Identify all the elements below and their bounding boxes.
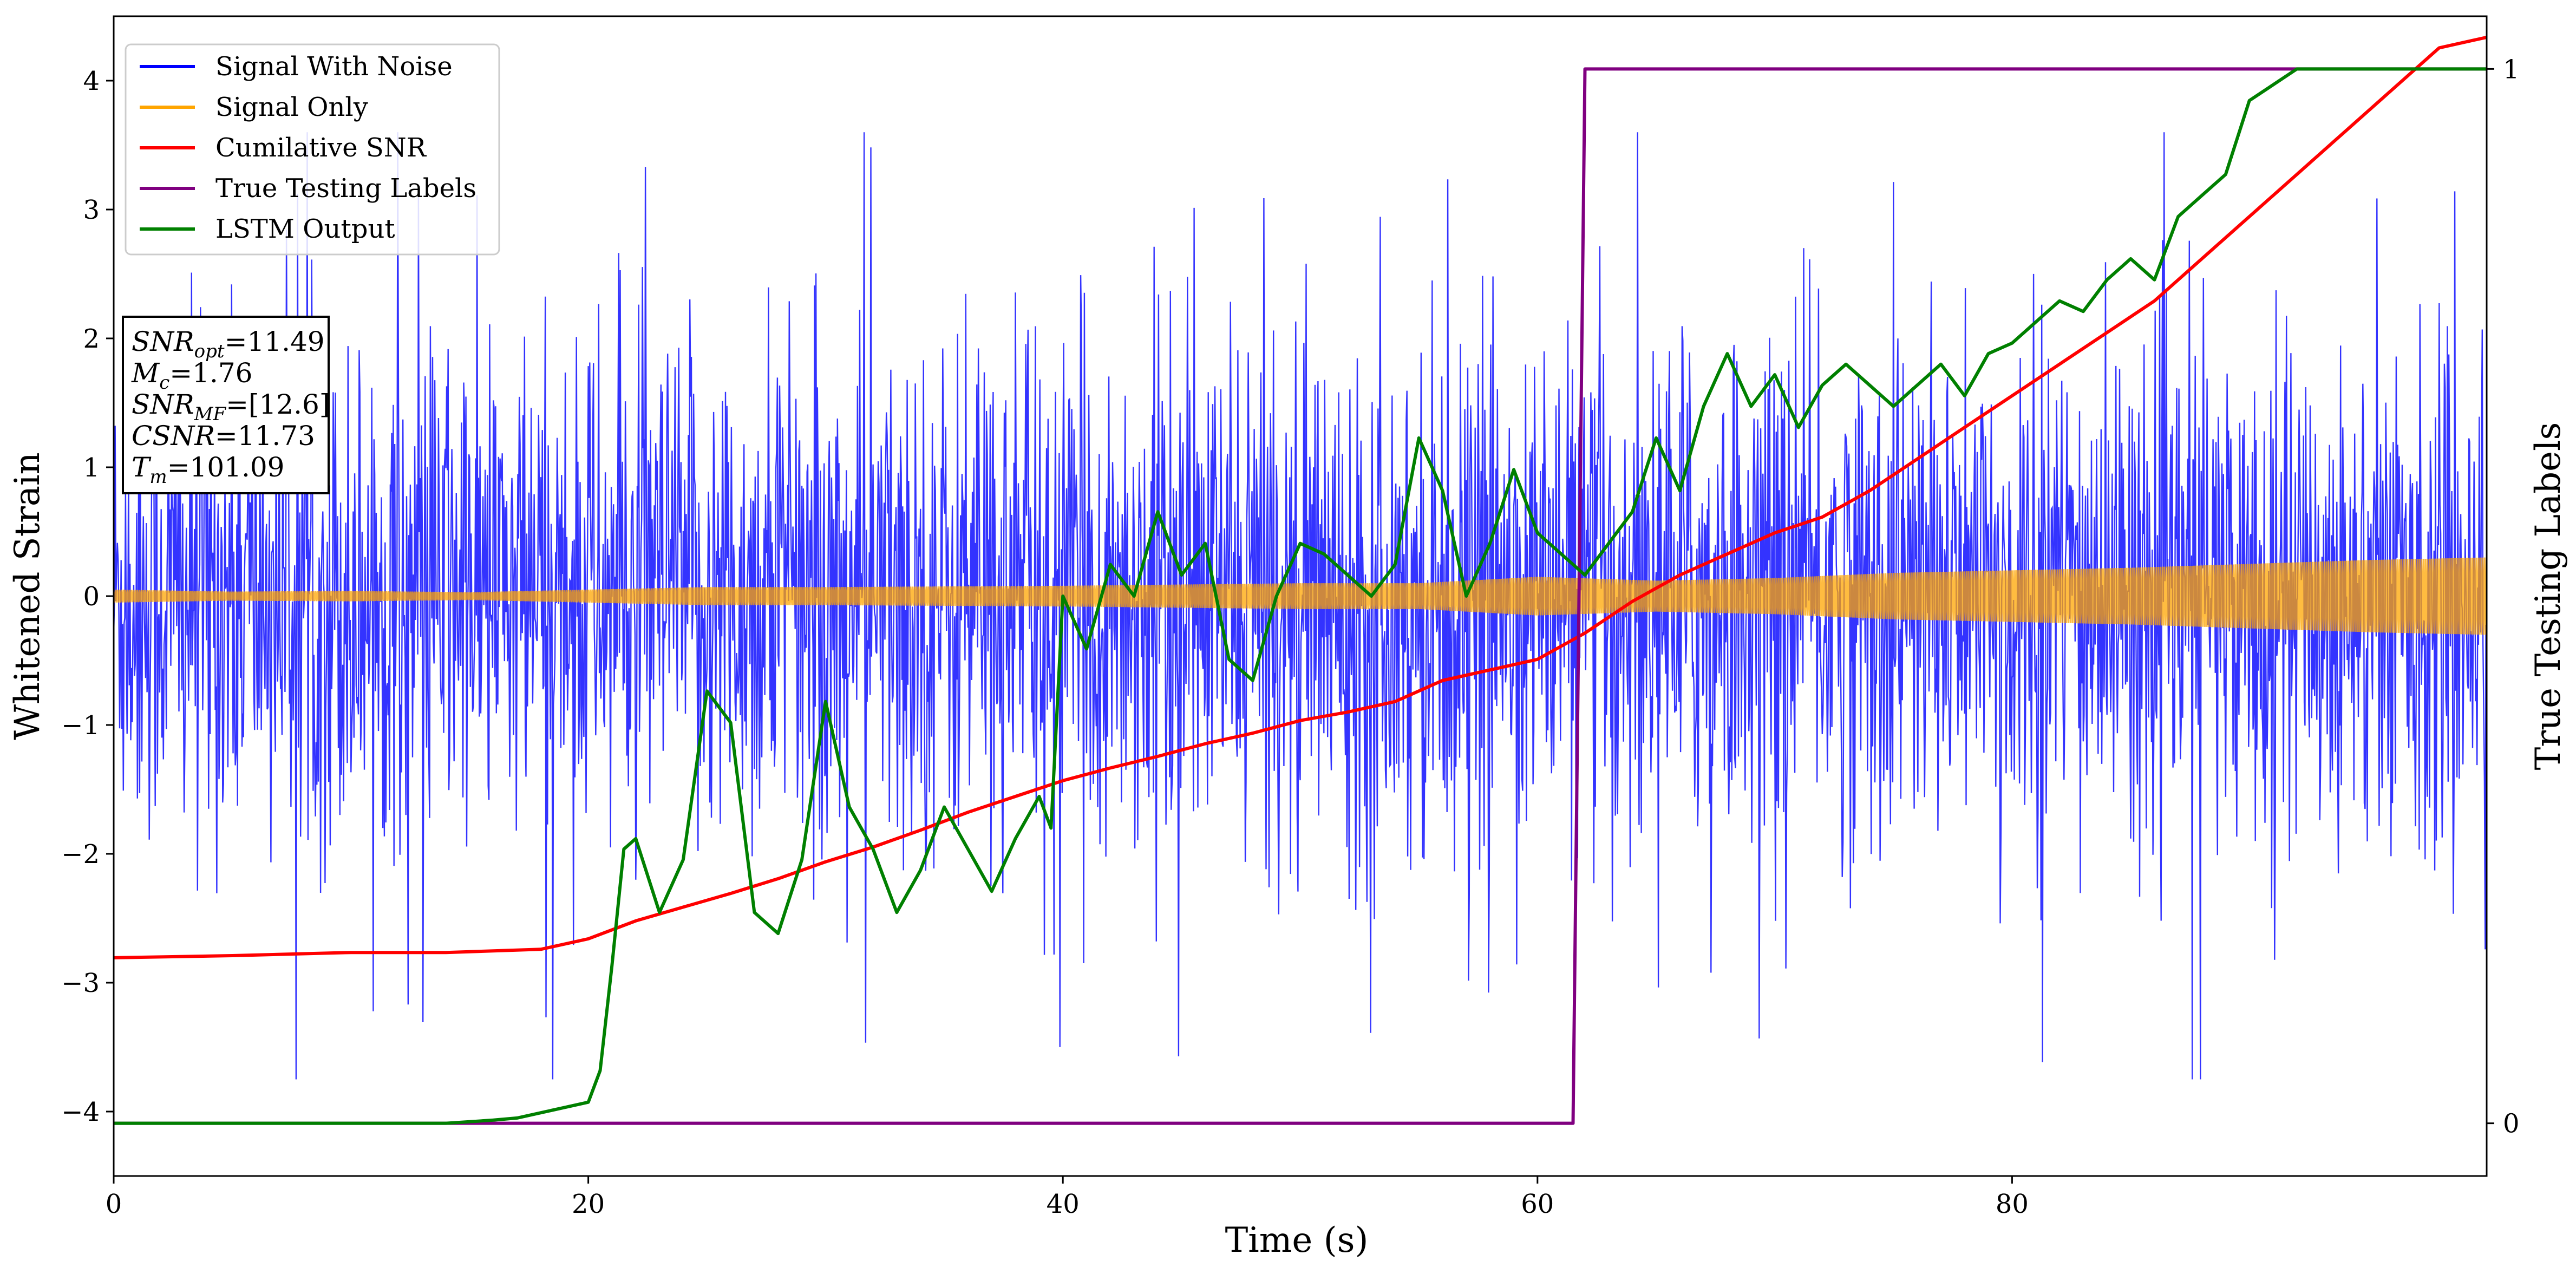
- y-tick-label: 1: [83, 453, 100, 483]
- legend-label: Signal Only: [215, 92, 368, 122]
- y-tick-label: 4: [83, 66, 100, 96]
- y-tick-label: 3: [83, 195, 100, 225]
- true-testing-labels-line: [114, 67, 2487, 1125]
- legend-label: True Testing Labels: [215, 173, 476, 204]
- info-line: Mc=1.76: [131, 357, 252, 394]
- legend-label: LSTM Output: [215, 214, 395, 244]
- y-tick-label: −4: [61, 1097, 100, 1127]
- y2-axis-label: True Testing Labels: [2528, 422, 2568, 770]
- legend: Signal With Noise Signal Only Cumilative S…: [125, 43, 500, 256]
- x-tick-label: 0: [106, 1189, 122, 1219]
- signal-only-line: [114, 557, 2487, 635]
- y-axis-label: Whitened Strain: [8, 452, 48, 740]
- info-line: SNRopt=11.49: [132, 326, 325, 362]
- y-tick-label: 0: [83, 582, 100, 612]
- y-tick-label: 2: [83, 324, 100, 354]
- y2-tick-label: 1: [2503, 54, 2520, 84]
- legend-label: Cumilative SNR: [215, 133, 427, 163]
- plot-series: [114, 35, 2487, 1125]
- x-tick-label: 80: [1996, 1189, 2029, 1219]
- y-tick-label: −2: [61, 839, 100, 870]
- info-line: CSNR=11.73: [132, 420, 315, 452]
- y2-tick-label: 0: [2503, 1109, 2520, 1139]
- y-tick-label: −3: [61, 968, 100, 998]
- x-tick-label: 60: [1521, 1189, 1554, 1219]
- info-line: SNRMF=[12.6]: [132, 389, 330, 425]
- cumilative-snr-line: [114, 35, 2487, 959]
- lstm-output-line: [114, 67, 2487, 1125]
- signal-with-noise-line: [114, 132, 2487, 1080]
- legend-label: Signal With Noise: [215, 51, 453, 82]
- x-tick-label: 20: [572, 1189, 605, 1219]
- x-tick-label: 40: [1047, 1189, 1080, 1219]
- info-line: Tm=101.09: [132, 452, 284, 488]
- x-axis-label: Time (s): [1225, 1220, 1369, 1260]
- y-tick-label: −1: [61, 710, 100, 741]
- legend-box: [125, 43, 500, 256]
- info-box-frame: [122, 316, 330, 494]
- info-box: SNRopt=11.49Mc=1.76SNRMF=[12.6]CSNR=11.7…: [122, 316, 330, 494]
